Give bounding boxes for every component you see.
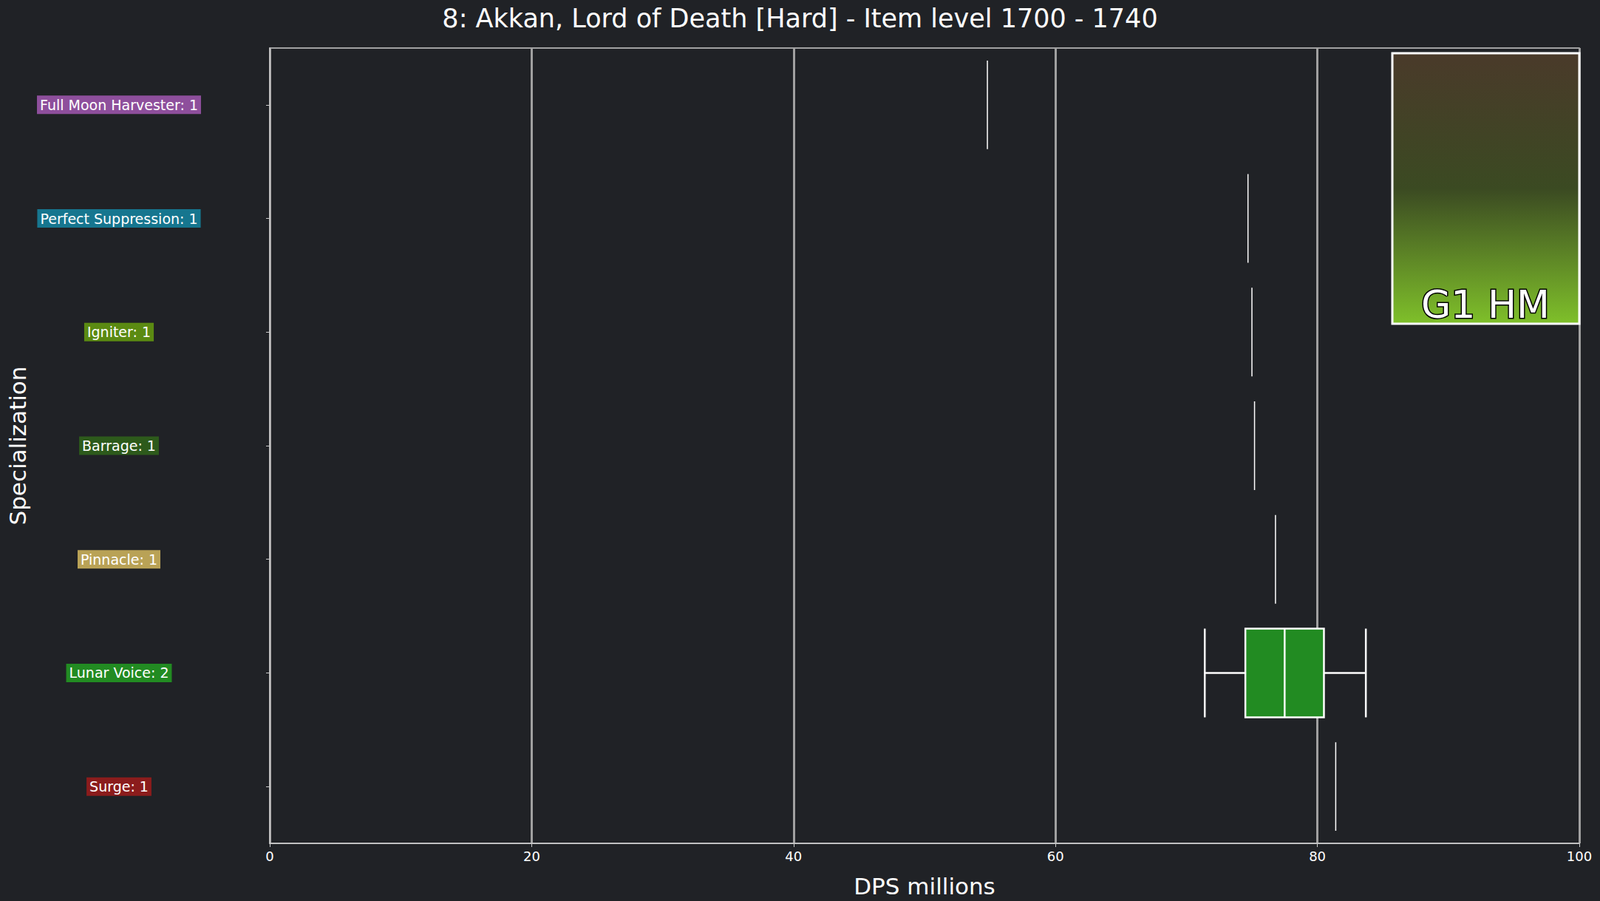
svg-text:20: 20 xyxy=(523,848,541,864)
svg-text:Specialization: Specialization xyxy=(4,366,32,526)
svg-text:G1 HM: G1 HM xyxy=(1421,282,1550,327)
svg-text:DPS millions: DPS millions xyxy=(853,872,996,900)
svg-text:100: 100 xyxy=(1566,848,1592,864)
svg-text:8: Akkan, Lord of Death [Hard]: 8: Akkan, Lord of Death [Hard] - Item le… xyxy=(441,3,1158,34)
svg-text:Lunar Voice: 2: Lunar Voice: 2 xyxy=(69,664,170,681)
svg-text:80: 80 xyxy=(1308,848,1326,864)
svg-text:0: 0 xyxy=(265,848,274,864)
svg-text:Surge: 1: Surge: 1 xyxy=(89,778,149,795)
svg-text:Pinnacle: 1: Pinnacle: 1 xyxy=(80,551,158,568)
svg-text:40: 40 xyxy=(784,848,802,864)
svg-text:Barrage: 1: Barrage: 1 xyxy=(82,437,156,454)
svg-text:Perfect Suppression: 1: Perfect Suppression: 1 xyxy=(39,210,198,227)
svg-text:Full Moon Harvester: 1: Full Moon Harvester: 1 xyxy=(39,96,199,114)
svg-text:Igniter: 1: Igniter: 1 xyxy=(87,323,151,340)
svg-text:60: 60 xyxy=(1047,848,1065,864)
